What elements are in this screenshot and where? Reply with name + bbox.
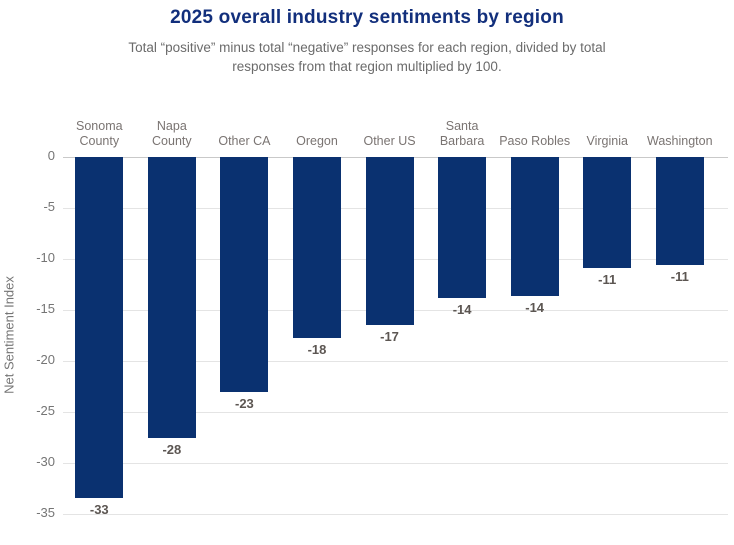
- gridline--20: [63, 361, 728, 362]
- gridline--35: [63, 514, 728, 515]
- bar-value-label: -17: [380, 329, 399, 345]
- bar-value-label: -11: [598, 272, 617, 288]
- bar: [438, 157, 487, 298]
- bar-slot: -18: [281, 157, 354, 514]
- bar-slot: -14: [498, 157, 571, 514]
- chart-subtitle: Total “positive” minus total “negative” …: [128, 40, 606, 74]
- bar: [292, 157, 341, 338]
- bar-value-label: -11: [670, 269, 689, 285]
- x-axis-category-labels: Sonoma County Napa County Other CA Orego…: [63, 108, 716, 152]
- category-label-sonoma-county: Sonoma County: [76, 119, 123, 148]
- category-label-oregon: Oregon: [296, 134, 338, 148]
- plot-area: -33 -28 -23 -18 -17 -14 -14 -11 -11: [63, 157, 728, 517]
- bar-slot: -17: [353, 157, 426, 514]
- bar-value-label: -18: [307, 341, 327, 357]
- y-tick--15: -15: [36, 301, 55, 316]
- bar-value-label: -33: [89, 501, 109, 517]
- y-axis-title: Net Sentiment Index: [1, 276, 17, 394]
- y-tick--35: -35: [36, 505, 55, 520]
- bar-slot: -33: [63, 157, 136, 517]
- category-label-santa-barbara: Santa Barbara: [439, 119, 485, 148]
- bar-slot: -11: [644, 157, 717, 514]
- category-label-other-us: Other US: [363, 134, 416, 148]
- y-tick--5: -5: [43, 199, 55, 214]
- bar: [655, 157, 704, 266]
- bar: [510, 157, 559, 296]
- bar-value-label: -14: [452, 301, 472, 317]
- bar-value-label: -23: [235, 395, 254, 411]
- bar-series: -33 -28 -23 -18 -17 -14 -14 -11 -11: [63, 157, 717, 517]
- bar-slot: -28: [136, 157, 209, 514]
- chart-title: 2025 overall industry sentiments by regi…: [170, 7, 564, 28]
- gridline--25: [63, 412, 728, 413]
- y-tick--30: -30: [36, 454, 55, 469]
- category-label-washington: Washington: [647, 134, 713, 148]
- category-label-virginia: Virginia: [586, 134, 628, 148]
- bar-slot: -14: [426, 157, 499, 514]
- bar: [147, 157, 196, 438]
- gridline--30: [63, 463, 728, 464]
- bar: [220, 157, 269, 392]
- bar: [583, 157, 632, 269]
- category-label-napa-county: Napa County: [152, 119, 192, 148]
- category-label-other-ca: Other CA: [218, 134, 271, 148]
- bar-slot: -11: [571, 157, 644, 514]
- y-tick--10: -10: [36, 250, 55, 265]
- bar: [365, 157, 414, 326]
- bar-value-label: -28: [162, 441, 182, 457]
- y-tick--20: -20: [36, 352, 55, 367]
- y-tick--25: -25: [36, 403, 55, 418]
- bar-value-label: -14: [525, 299, 545, 315]
- y-tick-0: 0: [47, 148, 55, 163]
- bar: [75, 157, 124, 498]
- bar-slot: -23: [208, 157, 281, 514]
- category-label-paso-robles: Paso Robles: [499, 134, 571, 148]
